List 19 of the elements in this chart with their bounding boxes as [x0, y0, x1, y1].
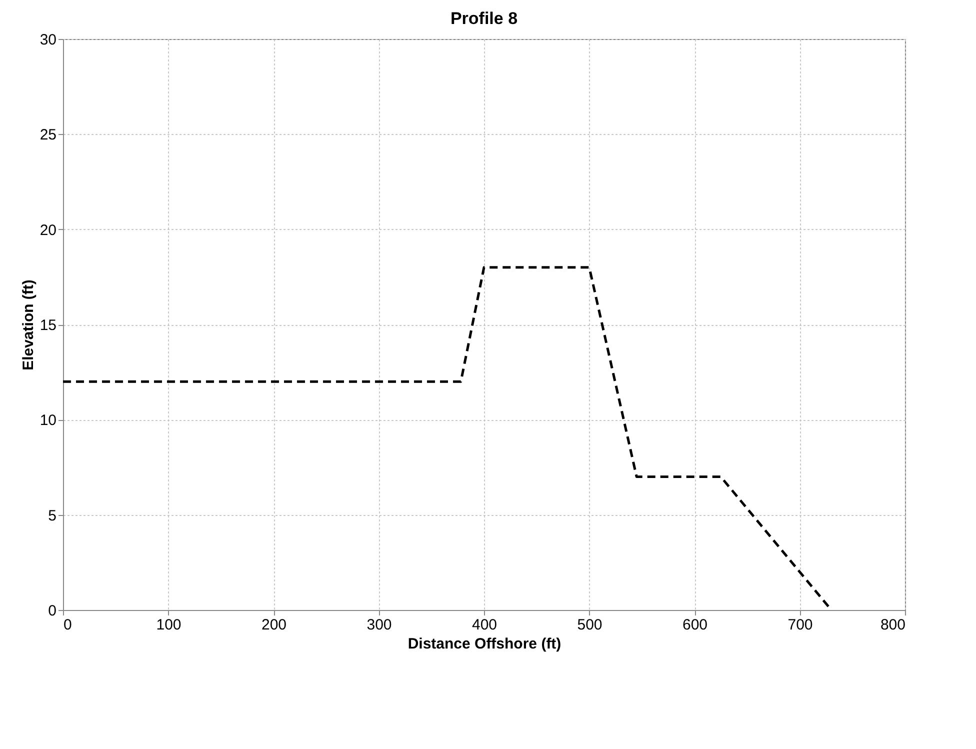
y-tick-label: 5 [48, 507, 56, 524]
x-tick-label: 500 [577, 616, 602, 634]
chart-title: Profile 8 [450, 9, 518, 28]
y-tick-label: 0 [48, 602, 56, 620]
x-tick-label: 200 [261, 616, 287, 634]
x-axis-title: Distance Offshore (ft) [408, 636, 562, 652]
x-tick-label: 600 [682, 616, 708, 634]
y-tick-label: 15 [40, 317, 56, 334]
x-tick-label: 700 [788, 616, 813, 634]
x-tick-label: 100 [156, 616, 182, 634]
y-axis-title: Elevation (ft) [20, 280, 37, 370]
y-tick-label: 25 [40, 126, 56, 144]
x-tick-label: 300 [366, 616, 392, 634]
x-tick-label: 800 [880, 616, 906, 634]
x-tick-label: 400 [472, 616, 498, 634]
y-tick-label: 30 [40, 32, 56, 48]
y-tick-label: 10 [40, 412, 56, 430]
x-tick-label: 0 [64, 616, 72, 634]
y-tick-label: 20 [40, 222, 56, 239]
